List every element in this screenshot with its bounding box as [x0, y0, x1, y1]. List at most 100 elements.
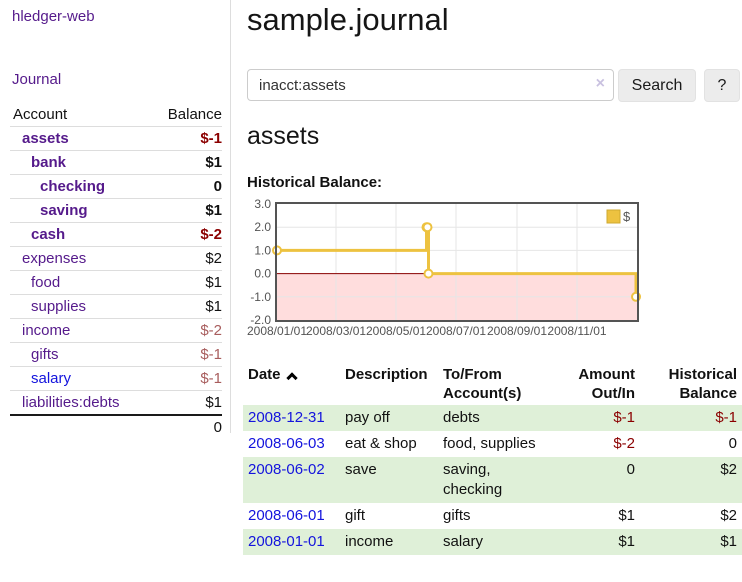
account-name-cell: salary: [10, 366, 150, 391]
account-balance: $-1: [149, 126, 222, 151]
account-row: income $-2: [10, 318, 222, 343]
nav-journal-link[interactable]: Journal: [12, 71, 62, 88]
help-button[interactable]: ?: [704, 69, 740, 102]
account-name-cell: checking: [10, 174, 150, 199]
x-tick-label: 2008/09/01: [487, 324, 547, 338]
account-title: assets: [247, 122, 320, 150]
account-balance: $2: [149, 246, 222, 271]
account-balance: 0: [149, 174, 222, 199]
accounts-col-balance: Balance: [167, 106, 222, 123]
search-input[interactable]: [247, 69, 614, 101]
register-col-date[interactable]: Date: [243, 361, 340, 405]
transaction-accounts: salary: [443, 533, 484, 550]
x-tick-label: 2008/01/01: [247, 324, 307, 338]
transaction-amount: $1: [618, 507, 635, 524]
account-row: food $1: [10, 270, 222, 295]
account-link[interactable]: saving: [40, 202, 88, 219]
transaction-balance: $-1: [715, 409, 737, 426]
account-row: expenses $2: [10, 246, 222, 271]
account-balance: $-1: [149, 342, 222, 367]
search-button[interactable]: Search: [618, 69, 696, 102]
account-row: saving $1: [10, 198, 222, 223]
search-form: ×: [247, 69, 614, 101]
transaction-date-cell: 2008-01-01: [243, 529, 340, 555]
transaction-amount: 0: [626, 461, 635, 478]
accounts-header-row: Account Balance: [10, 103, 222, 127]
account-link[interactable]: cash: [31, 226, 66, 243]
x-tick-label: 2008/07/01: [426, 324, 486, 338]
y-tick-label: -2.0: [250, 313, 271, 327]
transaction-date-link[interactable]: 2008-12-31: [248, 409, 325, 426]
account-link[interactable]: food: [31, 274, 61, 291]
data-point-marker: [422, 222, 433, 233]
account-balance: $1: [149, 270, 222, 295]
account-name-cell: assets: [10, 126, 150, 151]
account-row: checking 0: [10, 174, 222, 199]
account-link[interactable]: salary: [31, 370, 72, 387]
historical-balance-chart: $3.0 2.0 1.0 0.0 -1.0 -2.02008/01/012008/03/0…: [247, 198, 642, 338]
transaction-description: eat & shop: [345, 435, 417, 452]
account-balance: $-2: [149, 222, 222, 247]
register-col-balance: Historical Balance: [668, 366, 737, 402]
transaction-accounts: debts: [443, 409, 480, 426]
account-link[interactable]: expenses: [22, 250, 87, 267]
accounts-total-balance: 0: [149, 414, 222, 439]
account-row: salary $-1: [10, 366, 222, 391]
y-tick-label: 3.0: [254, 198, 271, 211]
transaction-date-link[interactable]: 2008-01-01: [248, 533, 325, 550]
page-title: sample.journal: [247, 2, 449, 37]
transaction-date-cell: 2008-06-03: [243, 431, 340, 457]
legend-label: $: [623, 209, 631, 224]
transaction-date-cell: 2008-06-02: [243, 457, 340, 503]
y-tick-label: -1.0: [250, 290, 271, 304]
account-name-cell: bank: [10, 150, 150, 175]
register-col-accounts: To/From Account(s): [443, 366, 522, 402]
x-tick-label: 2008/03/01: [306, 324, 366, 338]
transaction-description: save: [345, 461, 377, 478]
account-row: gifts $-1: [10, 342, 222, 367]
transaction-date-link[interactable]: 2008-06-03: [248, 435, 325, 452]
transaction-balance: $1: [720, 533, 737, 550]
clear-search-icon[interactable]: ×: [595, 75, 605, 92]
account-link[interactable]: bank: [31, 154, 67, 171]
transaction-accounts: food, supplies: [443, 435, 536, 452]
register-col-amount: Amount Out/In: [578, 366, 635, 402]
transaction-description: income: [345, 533, 394, 550]
account-balance: $1: [149, 294, 222, 319]
account-row: cash $-2: [10, 222, 222, 247]
y-tick-label: 1.0: [254, 243, 271, 257]
account-balance: $-2: [149, 318, 222, 343]
accounts-total-spacer: [10, 414, 150, 439]
account-row: supplies $1: [10, 294, 222, 319]
transaction-date-cell: 2008-12-31: [243, 405, 340, 431]
data-point-marker: [423, 268, 434, 279]
legend-swatch: [606, 209, 621, 224]
transaction-amount: $1: [618, 533, 635, 550]
account-row: liabilities:debts $1: [10, 390, 222, 415]
x-tick-label: 2008/11/01: [547, 324, 606, 338]
account-name-cell: expenses: [10, 246, 150, 271]
y-tick-label: 0.0: [254, 267, 271, 281]
brand-link[interactable]: hledger-web: [12, 8, 95, 25]
transaction-row: 2008-06-02 save saving, checking 0 $2: [243, 457, 742, 503]
transaction-accounts: saving, checking: [443, 461, 503, 498]
account-link[interactable]: gifts: [31, 346, 59, 363]
transaction-balance: 0: [728, 435, 737, 452]
chart-title: Historical Balance:: [247, 174, 383, 191]
account-link[interactable]: assets: [22, 130, 69, 147]
account-link[interactable]: supplies: [31, 298, 87, 315]
register-col-date-label: Date: [248, 366, 281, 383]
account-link[interactable]: income: [22, 322, 71, 339]
account-name-cell: liabilities:debts: [10, 390, 150, 415]
account-link[interactable]: liabilities:debts: [22, 394, 120, 411]
account-name-cell: food: [10, 270, 150, 295]
account-link[interactable]: checking: [40, 178, 106, 195]
transaction-balance: $2: [720, 507, 737, 524]
transaction-amount: $-2: [613, 435, 635, 452]
transaction-date-link[interactable]: 2008-06-01: [248, 507, 325, 524]
accounts-col-account: Account: [13, 106, 68, 123]
transaction-date-link[interactable]: 2008-06-02: [248, 461, 325, 478]
account-balance: $1: [149, 390, 222, 415]
transaction-balance: $2: [720, 461, 737, 478]
x-tick-label: 2008/05/01: [366, 324, 426, 338]
